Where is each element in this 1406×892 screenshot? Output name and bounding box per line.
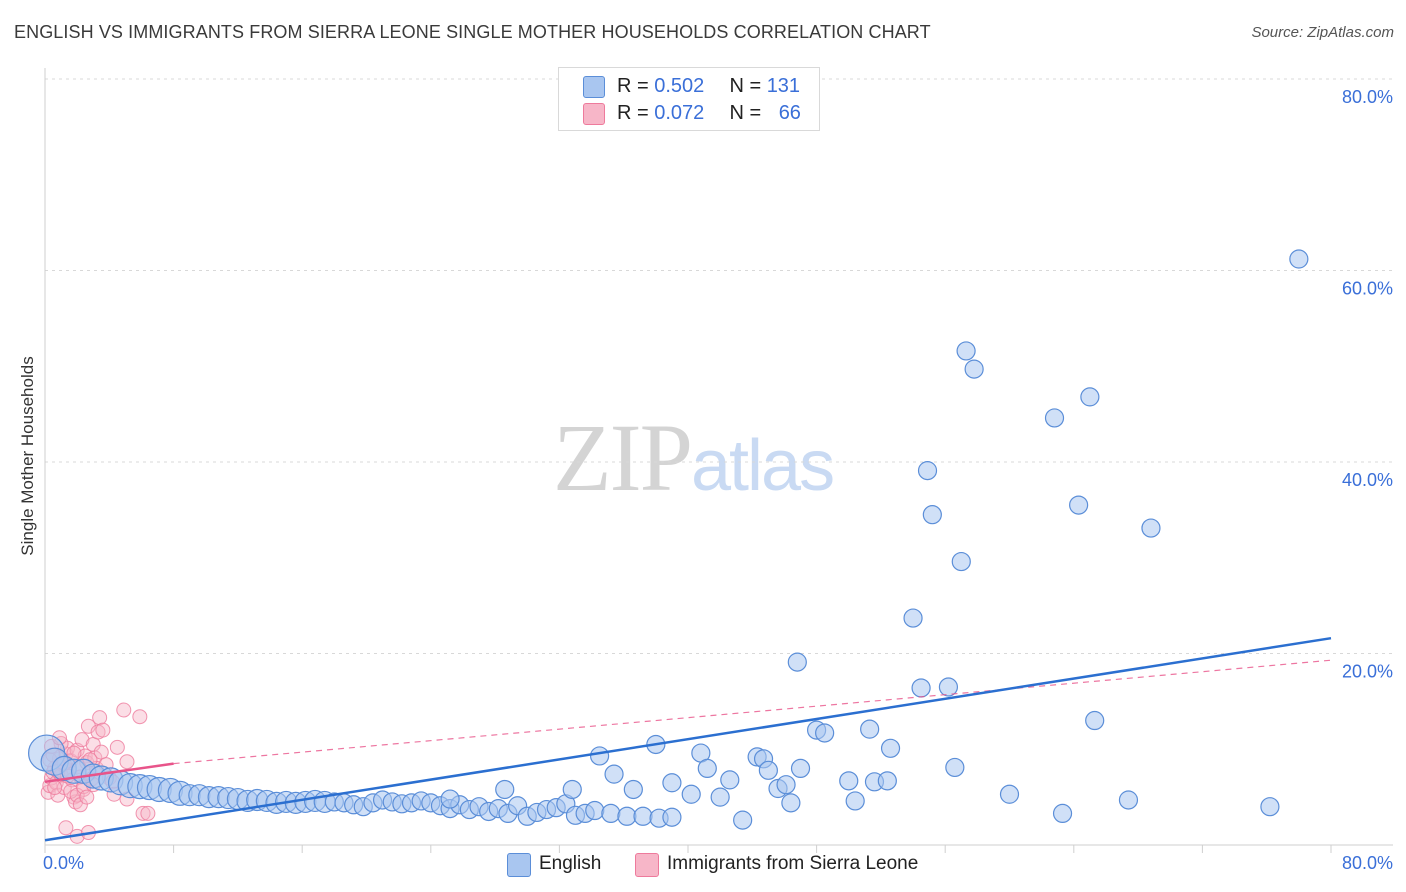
english-point [662,773,682,793]
legend-n-label: N = [729,75,767,97]
legend-r-value: 0.072 [654,102,705,124]
legend-r-label: R = [617,75,655,97]
y-tick-label: 80.0% [1342,87,1393,107]
english-point [617,806,637,826]
english-point [697,758,717,779]
english-point [604,764,624,784]
english-point [1044,408,1065,428]
stats-legend: R = 0.502 N = 131 R = 0.072 N = 66 [558,67,820,131]
sierra-leone-point [132,709,148,725]
english-point [1260,797,1280,817]
legend-n-label: N = [729,102,767,124]
sierra-leone-point [119,754,135,770]
legend-swatch-sierra [583,103,605,125]
english-point [903,608,923,628]
english-point [956,341,976,361]
english-point [440,789,460,809]
sierra-leone-point [72,797,88,813]
english-point [1052,803,1073,824]
sierra-leone-point [135,805,151,821]
watermark-zip: ZIP [553,404,693,511]
english-point [911,678,931,698]
english-point [776,775,796,795]
english-point [917,461,938,481]
english-point [877,771,897,791]
legend-r-label: R = [617,102,655,124]
y-tick-label: 60.0% [1342,279,1393,299]
sierra-leone-point [79,789,95,805]
english-point [964,359,984,379]
english-point [585,800,605,821]
x-tick-label: 0.0% [43,853,84,873]
sierra-leone-point [47,780,63,796]
legend-n-value: 131 [766,75,801,97]
bottom-legend-label-sierra: Immigrants from Sierra Leone [667,853,919,874]
english-point [1141,518,1161,538]
chart-title: ENGLISH VS IMMIGRANTS FROM SIERRA LEONE … [14,22,931,42]
source-label: Source: ZipAtlas.com [1251,24,1394,41]
sierra-leone-point [116,702,132,718]
y-tick-label: 40.0% [1342,470,1393,490]
english-point [1289,249,1309,269]
english-point [562,779,582,800]
english-point [951,551,971,572]
english-point [758,760,778,780]
watermark-atlas: atlas [691,426,835,506]
sierra-leone-point [140,805,156,821]
english-point [1080,387,1100,407]
english-point [1069,495,1089,515]
english-point [589,746,610,766]
english-point [860,719,880,739]
legend-swatch-english [583,76,605,98]
english-point [790,758,811,779]
bottom-legend-swatch-sierra [635,853,659,877]
legend-r-value: 0.502 [654,75,705,97]
english-point [733,810,753,830]
english-point [999,784,1020,804]
sierra-leone-point [74,732,90,748]
english-point [720,770,740,790]
y-tick-label: 20.0% [1342,662,1393,682]
sierra-leone-trend-line [44,762,174,784]
sierra-leone-point [109,739,125,755]
english-point [845,791,865,811]
english-point [662,807,682,827]
english-point [945,757,965,778]
english-point [681,784,701,804]
watermark: ZIPatlas [553,402,835,513]
legend-n-value: 66 [778,102,801,124]
english-point [601,803,621,824]
english-point [922,505,942,525]
english-point [633,806,653,826]
english-point [880,738,901,758]
bottom-legend-label-english: English [539,853,602,874]
english-point [781,793,801,813]
english-point [1085,710,1105,731]
english-point [623,779,643,800]
bottom-legend-swatch-english [507,853,531,877]
sierra-leone-point [58,820,74,836]
x-tick-label: 80.0% [1342,853,1393,873]
sierra-leone-point [92,710,108,726]
sierra-leone-point [95,722,111,738]
english-point [1118,790,1139,810]
sierra-leone-trend-dashed [173,659,1332,765]
english-point [839,771,859,791]
english-point [710,787,730,807]
english-point [787,652,807,672]
english-point [815,723,835,743]
english-point [495,779,515,800]
english-point [938,677,959,697]
english-trend-line [44,636,1332,842]
